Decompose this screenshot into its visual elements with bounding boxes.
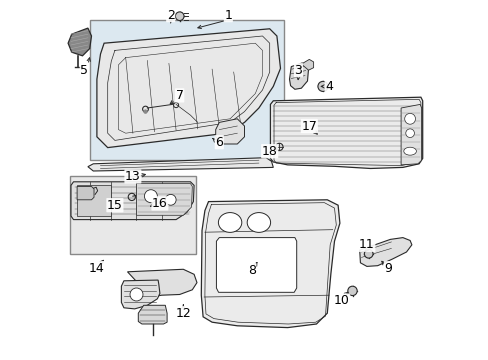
Circle shape bbox=[364, 249, 372, 258]
Text: 3: 3 bbox=[294, 64, 302, 77]
Ellipse shape bbox=[403, 147, 416, 155]
Circle shape bbox=[144, 190, 157, 203]
Polygon shape bbox=[138, 305, 167, 324]
Polygon shape bbox=[77, 186, 94, 200]
FancyBboxPatch shape bbox=[89, 20, 284, 160]
Polygon shape bbox=[270, 97, 422, 168]
Circle shape bbox=[317, 81, 327, 91]
Circle shape bbox=[405, 129, 413, 138]
Text: 4: 4 bbox=[325, 80, 332, 93]
Polygon shape bbox=[216, 238, 296, 292]
Text: 10: 10 bbox=[333, 294, 349, 307]
Polygon shape bbox=[359, 238, 411, 266]
Polygon shape bbox=[201, 200, 339, 328]
Circle shape bbox=[130, 288, 142, 301]
Polygon shape bbox=[77, 185, 111, 216]
Polygon shape bbox=[97, 29, 280, 148]
Polygon shape bbox=[71, 182, 194, 220]
Text: 14: 14 bbox=[89, 262, 104, 275]
Polygon shape bbox=[301, 59, 313, 70]
Circle shape bbox=[347, 286, 356, 296]
Polygon shape bbox=[121, 280, 160, 309]
Circle shape bbox=[404, 113, 415, 124]
Circle shape bbox=[165, 194, 176, 205]
Polygon shape bbox=[289, 63, 308, 89]
Polygon shape bbox=[68, 28, 91, 56]
Polygon shape bbox=[88, 158, 273, 171]
Ellipse shape bbox=[218, 212, 241, 233]
Circle shape bbox=[143, 110, 147, 113]
Polygon shape bbox=[136, 184, 192, 215]
Text: 9: 9 bbox=[384, 262, 392, 275]
Text: 7: 7 bbox=[175, 89, 183, 102]
FancyBboxPatch shape bbox=[70, 176, 196, 254]
Ellipse shape bbox=[247, 212, 270, 233]
Polygon shape bbox=[400, 104, 421, 165]
Circle shape bbox=[175, 12, 183, 21]
Polygon shape bbox=[215, 119, 244, 144]
Text: 11: 11 bbox=[358, 238, 374, 251]
Text: 8: 8 bbox=[247, 264, 255, 276]
Text: 6: 6 bbox=[215, 136, 223, 149]
Text: 18: 18 bbox=[261, 145, 277, 158]
Text: 2: 2 bbox=[166, 9, 174, 22]
Text: 16: 16 bbox=[152, 197, 167, 210]
Text: 1: 1 bbox=[224, 9, 232, 22]
Polygon shape bbox=[127, 269, 197, 297]
Text: 15: 15 bbox=[107, 199, 122, 212]
Text: 5: 5 bbox=[80, 64, 88, 77]
Text: 12: 12 bbox=[175, 307, 191, 320]
Text: 13: 13 bbox=[125, 170, 141, 183]
Text: 17: 17 bbox=[301, 120, 317, 132]
